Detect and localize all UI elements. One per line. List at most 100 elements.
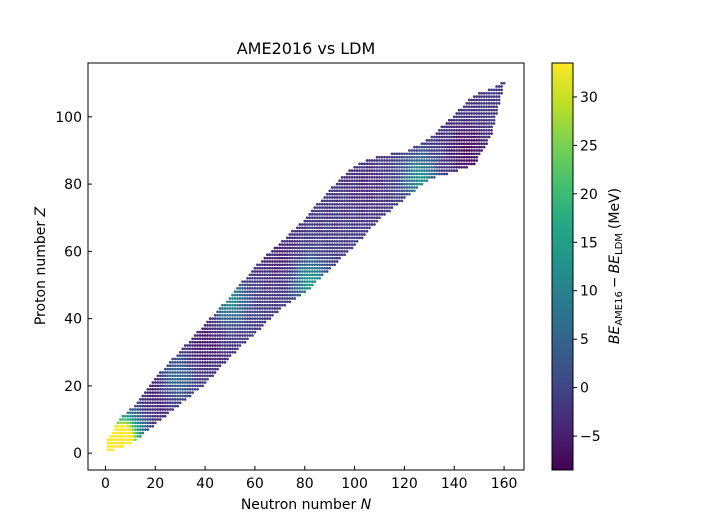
data-point [437,132,441,135]
data-point [268,276,272,280]
data-point [318,270,322,273]
data-point [452,135,456,139]
data-point [151,384,155,388]
data-point [156,398,160,401]
data-point [231,337,234,341]
data-point [398,172,401,176]
data-point [256,297,259,300]
data-point [176,398,180,401]
data-point [243,290,247,294]
data-point [181,361,185,364]
data-point [350,236,354,240]
data-point [360,179,364,183]
data-point [413,172,416,176]
data-point [345,202,349,206]
data-point [156,411,160,415]
data-point [375,199,379,203]
data-point [226,300,229,304]
data-point [470,135,474,139]
data-point [480,139,483,142]
data-point [191,364,194,368]
data-point [158,381,162,384]
data-point [275,266,279,270]
data-point [246,337,249,341]
data-point [490,88,493,92]
data-point [256,276,259,280]
data-point [435,162,439,166]
data-point [223,313,227,317]
data-point [500,91,503,95]
data-point [256,263,259,267]
data-point [415,176,419,179]
data-point [385,182,389,186]
data-point [323,199,327,203]
data-point [410,189,414,193]
data-point [256,327,259,331]
data-point [188,391,192,394]
data-point [226,350,229,354]
data-point [178,357,182,361]
data-point [430,152,434,156]
data-point [427,169,431,172]
data-point [365,172,369,176]
data-point [166,374,170,378]
data-point [248,283,252,287]
data-point [173,357,177,361]
data-point [345,246,349,250]
data-point [373,196,376,199]
data-point [340,233,344,236]
data-point [303,239,307,243]
colorbar-label-be1: BE [607,326,623,345]
data-point [445,128,449,132]
data-point [340,213,344,216]
data-point [335,236,339,240]
data-point [121,438,125,442]
data-point [398,192,401,196]
data-point [171,394,175,398]
data-point [266,290,269,294]
data-point [171,361,175,364]
data-point [258,313,262,317]
data-point [393,172,396,176]
data-point [138,414,142,418]
data-point [280,280,284,283]
data-point [393,176,396,179]
data-point [330,186,334,189]
data-point [383,209,386,213]
data-point [153,401,157,405]
data-point [114,424,117,428]
data-point [425,159,429,162]
data-point [442,142,446,146]
data-point [163,398,167,401]
data-point [452,169,456,172]
data-point [288,293,292,297]
data-point [181,398,185,401]
data-point [445,122,449,125]
data-point [318,216,322,220]
data-point [271,293,274,297]
data-point [168,401,172,405]
data-point [158,387,162,391]
data-point [323,256,327,260]
data-point [492,98,496,102]
data-point [280,297,284,300]
data-point [223,334,227,337]
data-point [313,206,317,209]
data-point [261,287,264,290]
data-point [482,91,486,95]
data-point [221,320,224,324]
data-point [238,303,242,307]
data-point [378,179,381,183]
data-point [373,202,376,206]
x-tick-label: 160 [491,476,518,492]
x-tick-label: 0 [101,476,110,492]
data-point [400,152,404,156]
data-point [248,297,252,300]
data-point [472,142,476,146]
data-point [313,243,317,246]
data-point [358,182,361,186]
data-point [290,280,294,283]
x-tick-label: 20 [146,476,164,492]
data-point [188,384,192,388]
data-point [345,233,349,236]
